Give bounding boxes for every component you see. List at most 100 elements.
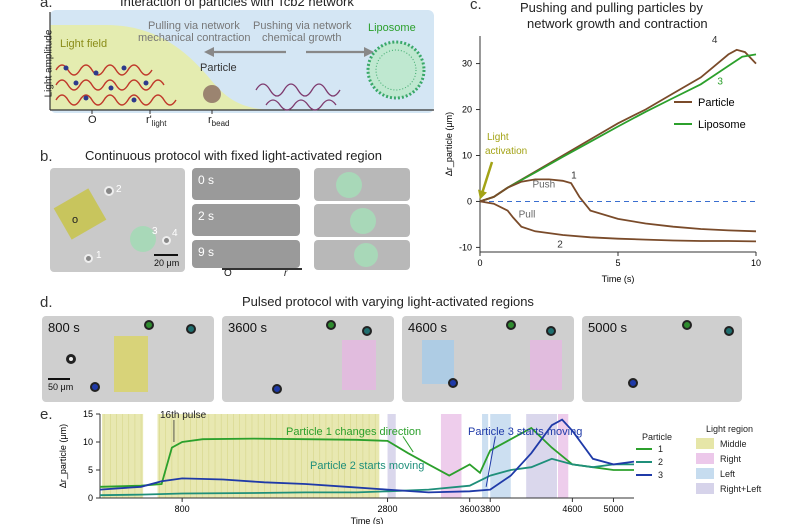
e-light-stripe-6 xyxy=(490,414,511,498)
liposome-label: Liposome xyxy=(368,22,416,34)
legend-light-items: Middle Right Left Right+Left xyxy=(696,436,796,496)
e-arrow-3 xyxy=(485,436,496,487)
pulse-frame-4600: 4600 s xyxy=(402,316,574,402)
pull-text-1: Pulling via network xyxy=(148,20,240,32)
x-tick-rbead: rbead xyxy=(208,114,229,128)
pulse-frame-3600: 3600 s xyxy=(222,316,394,402)
c-ann-push: Push xyxy=(532,180,555,191)
panel-c-letter: c. xyxy=(470,0,482,13)
e-ytick-label: 5 xyxy=(88,465,93,475)
wave-purple-2 xyxy=(265,99,337,111)
e-xtick-label: 800 xyxy=(175,504,190,514)
pulse-frame-800: 800 s 50 μm xyxy=(42,316,214,402)
e-light-stripe-3 xyxy=(387,414,396,498)
annotation-particle-3: Particle 3 starts moving xyxy=(468,426,583,438)
left-region xyxy=(422,340,454,384)
e-ytick-label: 0 xyxy=(88,493,93,503)
push-text-1: Pushing via network xyxy=(253,20,352,32)
c-ann-light-2: activation xyxy=(485,146,527,157)
legend-light-label: Middle xyxy=(720,438,747,449)
legend-particle-label: 2 xyxy=(658,456,664,467)
wave-red-2 xyxy=(55,79,165,91)
light-field-shape xyxy=(50,25,276,110)
legend-light-label: Right+Left xyxy=(720,483,762,494)
e-ytick-label: 15 xyxy=(83,409,93,419)
legend-particle-row: 2 xyxy=(636,455,686,468)
scalebar-label: 20 μm xyxy=(154,258,180,268)
kymo-axis-o: O xyxy=(224,268,232,279)
panel-a-title: Interaction of particles with Tcb2 netwo… xyxy=(120,0,354,9)
legend-light-swatch xyxy=(696,468,714,479)
panel-b-letter: b. xyxy=(40,148,53,165)
c-ann-3: 3 xyxy=(717,76,723,87)
panel-a-schematic xyxy=(49,10,434,114)
c-xtick-label: 5 xyxy=(615,258,620,268)
x-tick-rbead-sub: bead xyxy=(211,119,230,129)
bead-label-3: 3 xyxy=(152,226,158,237)
c-legend-label-1: Particle xyxy=(698,97,735,109)
push-text-2: chemical growth xyxy=(262,32,342,44)
liposome-region xyxy=(130,226,156,252)
panel-c-title-2: network growth and contraction xyxy=(527,16,708,31)
legend-particle-swatch xyxy=(636,460,652,463)
time-label-9: 9 s xyxy=(198,245,215,259)
right-region-2 xyxy=(530,340,562,390)
c-series-line-4 xyxy=(479,200,757,243)
legend-light-label: Left xyxy=(720,468,736,479)
panel-b-main-photo: 2 3 4 1 o 20 μm xyxy=(50,168,185,272)
e-series-line-2 xyxy=(99,457,634,497)
c-ytick-label: -10 xyxy=(459,242,472,252)
particle-bead xyxy=(203,85,221,103)
legend-particle: Particle 1 2 3 xyxy=(636,432,686,481)
c-xtick-label: 10 xyxy=(751,258,761,268)
panel-c-title-1: Pushing and pulling particles by xyxy=(520,0,703,15)
bead-label-4: 4 xyxy=(172,228,178,239)
c-ann-pull: Pull xyxy=(519,210,536,221)
wave-red-1 xyxy=(55,64,153,76)
time-label-0: 0 s xyxy=(198,173,215,187)
c-ann-4: 4 xyxy=(712,35,718,46)
legend-particle-row: 1 xyxy=(636,442,686,455)
kymo-frame-9: 9 s xyxy=(192,240,300,268)
panel-a-letter: a. xyxy=(40,0,53,11)
x-tick-rlight-sub: light xyxy=(151,119,167,129)
wave-red-3 xyxy=(55,94,177,106)
c-xlabel: Time (s) xyxy=(602,274,635,284)
e-xtick-label: 4600 xyxy=(562,504,582,514)
legend-light-swatch xyxy=(696,483,714,494)
legend-particle-label: 3 xyxy=(658,469,664,480)
e-xtick-label: 5000 xyxy=(603,504,623,514)
time-label-2: 2 s xyxy=(198,209,215,223)
legend-light: Light region Middle Right Left Right+Left xyxy=(696,424,796,496)
right-region xyxy=(342,340,376,390)
chart-pulsed: 0 5 10 15 800 2800 3600 3800 4600 5000 Time (s) Δr_… xyxy=(58,409,635,524)
panel-e-letter: e. xyxy=(40,406,53,423)
pull-text-2: mechanical contraction xyxy=(138,32,251,44)
legend-light-label: Right xyxy=(720,453,742,464)
pulse-time-800: 800 s xyxy=(48,320,80,335)
panel-b-title: Continuous protocol with fixed light-act… xyxy=(85,148,383,163)
bead-2 xyxy=(104,186,114,196)
kymo-frame-0: 0 s xyxy=(192,168,300,200)
pulse-time-3600: 3600 s xyxy=(228,320,268,335)
pulse-time-5000: 5000 s xyxy=(588,320,628,335)
middle-region xyxy=(114,336,148,392)
c-xtick-label: 0 xyxy=(477,258,482,268)
legend-light-swatch xyxy=(696,438,714,449)
x-tick-rlight: r'light xyxy=(146,114,166,128)
e-series-line-1 xyxy=(99,426,634,488)
kymo-axis xyxy=(222,268,302,270)
annotation-particle-1: Particle 1 changes direction xyxy=(286,426,422,438)
x-tick-rlight-main: r' xyxy=(146,114,152,126)
particle-label: Particle xyxy=(200,62,237,74)
light-region-square xyxy=(53,188,107,240)
legend-light-row: Right+Left xyxy=(696,481,796,496)
bead-1 xyxy=(84,254,93,263)
legend-light-row: Middle xyxy=(696,436,796,451)
scalebar-d-label: 50 μm xyxy=(48,382,74,392)
panel-a-ylabel: Light amplitude xyxy=(43,29,55,98)
scalebar-d-line xyxy=(48,378,70,380)
kymo-frame-2: 2 s xyxy=(192,204,300,236)
c-ytick-label: 10 xyxy=(462,150,472,160)
e-ylabel: Δr_particle (μm) xyxy=(58,424,68,488)
